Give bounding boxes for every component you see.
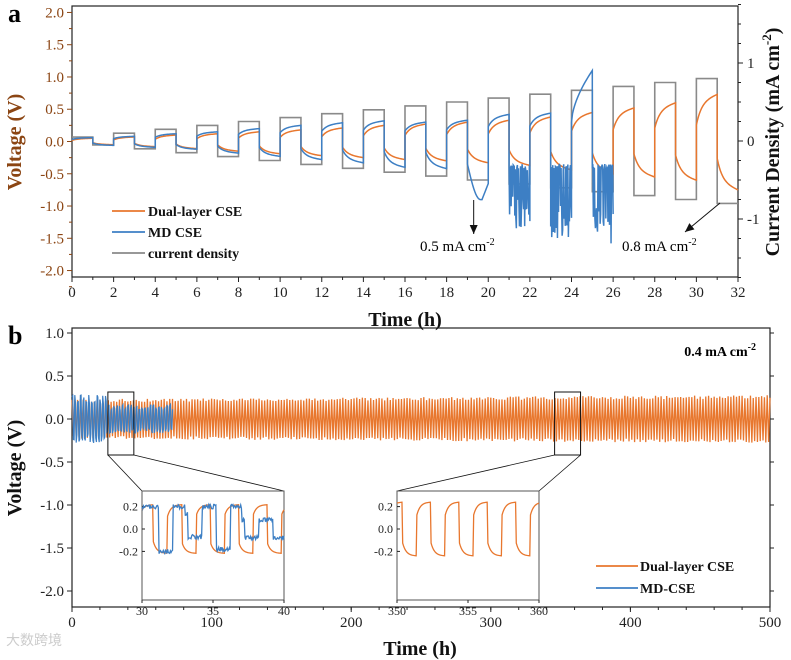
dual-layer-cse-series (71, 395, 771, 443)
y-tick-label: 0.5 (45, 102, 64, 118)
x-tick-label: 30 (689, 285, 704, 301)
y-tick-label: 0.0 (45, 412, 64, 428)
x-tick-label: 500 (759, 615, 782, 631)
panel-a: a Time (h) Voltage (V) Current Density (… (4, 0, 784, 331)
panel-b-xlabel: Time (h) (383, 638, 457, 660)
x-tick-label: 14 (356, 285, 372, 301)
y2-tick-label: 0 (747, 134, 755, 150)
y-tick-label: -1.0 (40, 498, 64, 514)
legend-label: Dual-layer CSE (148, 205, 242, 220)
md-cse-series (71, 68, 614, 244)
x-tick-label: 24 (564, 285, 580, 301)
inset-1: 30 35 40 0.2 0.0 -0.2 (119, 490, 290, 618)
y2-tick-label: -1 (747, 212, 760, 228)
inset-x-tick-label: 350 (388, 604, 406, 618)
inset-y-tick-label: -0.2 (119, 544, 138, 558)
panel-a-y2label: Current Density (mA cm-2) (759, 28, 784, 257)
x-tick-label: 26 (606, 285, 622, 301)
y-tick-label: 2.0 (45, 5, 64, 21)
y-tick-label: -1.5 (40, 541, 64, 557)
inset-y-tick-label: 0.2 (123, 500, 138, 514)
y-tick-label: -2.0 (40, 264, 64, 280)
x-tick-label: 8 (235, 285, 243, 301)
y-tick-label: -0.5 (40, 167, 64, 183)
inset-y-tick-label: 0.2 (378, 500, 393, 514)
zoom-connector (396, 454, 555, 492)
x-tick-label: 20 (481, 285, 496, 301)
arrow-0-5-head (469, 225, 478, 234)
y-tick-label: -2.0 (40, 584, 64, 600)
x-tick-label: 28 (647, 285, 662, 301)
inset-y-tick-label: -0.2 (374, 544, 393, 558)
y-tick-label: 1.5 (45, 38, 64, 54)
arrow-0-8-head (685, 223, 695, 232)
x-tick-label: 6 (193, 285, 201, 301)
y-tick-label: -0.5 (40, 455, 64, 471)
panel-b-label: b (8, 321, 22, 350)
panel-b: b Time (h) Voltage (V) 0.4 mA cm-2 0 100 2… (4, 321, 781, 660)
x-tick-label: 300 (480, 615, 503, 631)
x-tick-label: 200 (340, 615, 363, 631)
y-tick-label: 1.0 (45, 326, 64, 342)
y2-tick-label: 1 (747, 56, 755, 72)
zoom-box (554, 391, 582, 456)
x-tick-label: 18 (439, 285, 454, 301)
inset-x-tick-label: 30 (136, 604, 148, 618)
zoom-box (107, 391, 135, 456)
legend-label: MD-CSE (640, 582, 695, 597)
y-tick-label: 1.0 (45, 70, 64, 86)
y-tick-label: 0.5 (45, 369, 64, 385)
x-tick-label: 2 (110, 285, 118, 301)
x-tick-label: 0 (68, 285, 76, 301)
inset-x-tick-label: 360 (530, 604, 548, 618)
legend-label: MD CSE (148, 226, 202, 241)
panel-b-current-annotation: 0.4 mA cm-2 (684, 342, 756, 360)
legend-label: current density (148, 247, 239, 262)
inset-x-tick-label: 40 (278, 604, 290, 618)
inset-md-series (141, 502, 285, 556)
panel-a-label: a (8, 0, 21, 28)
inset-dual-layer-series (141, 504, 285, 554)
zoom-connector (107, 454, 143, 492)
y-tick-label: -1.5 (40, 231, 64, 247)
x-tick-label: 400 (619, 615, 642, 631)
x-tick-label: 32 (731, 285, 746, 301)
x-tick-label: 22 (522, 285, 537, 301)
inset-y-tick-label: 0.0 (123, 522, 138, 536)
inset-x-tick-label: 35 (207, 604, 219, 618)
current-annotation: 0.5 mA cm-2 (420, 237, 495, 255)
x-tick-label: 0 (68, 615, 76, 631)
x-tick-label: 12 (314, 285, 329, 301)
y-tick-label: -1.0 (40, 199, 64, 215)
md-cse-series (71, 393, 174, 444)
inset-y-tick-label: 0.0 (378, 522, 393, 536)
current-annotation: 0.8 mA cm-2 (622, 237, 697, 255)
x-tick-label: 10 (273, 285, 288, 301)
x-tick-label: 4 (152, 285, 160, 301)
zoom-connector (538, 454, 581, 492)
panel-b-frame (71, 327, 771, 608)
x-tick-label: 100 (200, 615, 223, 631)
inset-frame (396, 490, 540, 601)
panel-b-ylabel: Voltage (V) (4, 420, 26, 516)
inset-2: 350 355 360 0.2 0.0 -0.2 (374, 490, 548, 618)
inset-dual-layer-series (396, 501, 540, 557)
x-tick-label: 16 (398, 285, 414, 301)
legend-label: Dual-layer CSE (640, 560, 734, 575)
watermark: 大数跨境 (6, 633, 62, 649)
inset-x-tick-label: 355 (459, 604, 477, 618)
panel-a-xlabel: Time (h) (368, 309, 442, 331)
zoom-connector (133, 454, 285, 492)
y-tick-label: 0.0 (45, 135, 64, 151)
panel-a-ylabel: Voltage (V) (4, 94, 26, 190)
